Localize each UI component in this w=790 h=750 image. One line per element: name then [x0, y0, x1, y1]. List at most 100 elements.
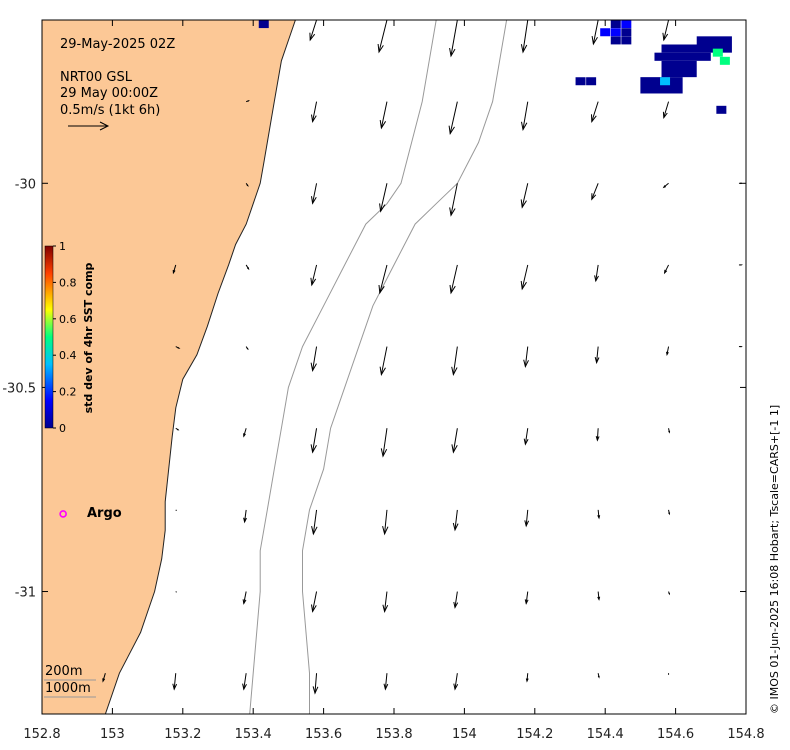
sst-cell — [621, 36, 632, 45]
scale-arrow-label: 0.5m/s (1kt 6h) — [60, 103, 160, 118]
x-tick-label: 153 — [100, 727, 125, 742]
sst-cell — [610, 36, 621, 45]
current-vector — [311, 591, 318, 613]
current-vector — [310, 428, 318, 454]
current-vector — [668, 509, 671, 516]
current-vector — [668, 428, 671, 434]
current-vector — [594, 346, 600, 365]
sst-cell — [610, 20, 621, 29]
current-vector — [245, 264, 250, 271]
isobath-200m-line — [249, 20, 437, 714]
current-vector — [175, 591, 177, 593]
land-mass — [42, 20, 296, 714]
current-vector — [449, 183, 458, 217]
current-vector — [309, 20, 318, 42]
current-vector — [378, 264, 388, 295]
x-tick-label: 154.8 — [727, 727, 764, 742]
current-vector — [311, 509, 318, 536]
current-vector — [175, 509, 177, 512]
sst-cell — [716, 105, 727, 114]
y-tick-label: -31 — [15, 586, 36, 601]
current-vector — [379, 346, 388, 377]
current-vector — [520, 20, 529, 54]
sst-cell — [586, 77, 597, 86]
current-vector — [662, 101, 670, 119]
current-vector — [594, 264, 599, 283]
current-vector — [453, 673, 459, 691]
current-time-label: 29 May 00:00Z — [60, 86, 158, 101]
sst-cell — [712, 48, 723, 57]
sst-cell — [258, 20, 269, 29]
current-vector — [666, 346, 670, 357]
current-vector — [591, 101, 599, 123]
colorbar-tick-label: 0.2 — [59, 386, 77, 399]
current-vector — [379, 183, 388, 213]
current-vector — [311, 183, 318, 205]
current-source-label: NRT00 GSL — [60, 70, 133, 85]
current-vector — [382, 591, 389, 613]
sst-stddev-layer — [258, 20, 732, 114]
current-vector — [523, 428, 529, 446]
isobath-1000m-line — [302, 20, 508, 714]
current-vector — [377, 20, 388, 54]
x-axis: 152.8 153 153.2 153.4 153.6 153.8 154 154.2 154.… — [23, 20, 765, 742]
current-vector — [172, 673, 178, 691]
colorbar-tick-label: 0.8 — [59, 276, 77, 289]
current-vector — [524, 591, 529, 605]
current-vector — [597, 591, 601, 601]
current-vector — [175, 346, 181, 349]
current-vector — [172, 264, 177, 275]
current-vector — [245, 183, 249, 187]
sst-cell — [575, 77, 586, 86]
x-tick-label: 153.2 — [164, 727, 201, 742]
current-vector — [520, 264, 529, 291]
current-vector — [242, 591, 247, 605]
current-vector — [591, 183, 599, 201]
current-vector-layer — [102, 20, 744, 695]
depth-label-200m: 200m — [45, 664, 82, 679]
sst-block — [661, 44, 732, 53]
current-vector — [382, 509, 389, 536]
y-tick-label: -30.5 — [2, 381, 36, 396]
current-vector — [453, 591, 459, 609]
colorbar: 0 0.2 0.4 0.6 0.8 1 std dev of 4hr SST comp — [44, 240, 95, 435]
current-vector — [738, 264, 744, 266]
current-vector — [451, 346, 458, 377]
current-vector — [380, 428, 388, 458]
current-vector — [668, 591, 670, 596]
colorbar-tick-label: 0.4 — [59, 349, 77, 362]
current-vector — [597, 673, 600, 679]
sst-cell — [621, 28, 632, 37]
sst-cell — [600, 28, 611, 37]
current-vector — [524, 509, 530, 528]
argo-float-marker[interactable] — [59, 510, 67, 518]
current-vector — [243, 428, 247, 438]
current-vector — [662, 20, 670, 42]
current-vector — [738, 20, 739, 21]
current-vector — [383, 673, 389, 691]
colorbar-tick-label: 0 — [59, 422, 66, 435]
current-vector — [521, 101, 529, 132]
current-vector — [245, 346, 249, 351]
current-vector — [449, 264, 458, 295]
credit-text: © IMOS 01-Jun-2025 16:08 Hobart; Tscale=… — [768, 405, 781, 714]
depth-label-1000m: 1000m — [45, 681, 91, 696]
current-vector — [663, 264, 670, 275]
current-vector — [452, 509, 459, 532]
current-vector — [310, 264, 318, 287]
current-vector — [738, 345, 743, 348]
colorbar-tick-label: 0.6 — [59, 313, 77, 326]
current-vector — [597, 509, 601, 520]
sst-block — [640, 77, 683, 94]
x-tick-label: 154 — [452, 727, 477, 742]
current-vector — [242, 673, 247, 691]
sst-block — [661, 60, 697, 78]
sst-cell — [621, 20, 632, 29]
x-tick-label: 154.4 — [587, 727, 624, 742]
x-tick-label: 153.6 — [305, 727, 342, 742]
current-vector — [449, 20, 458, 58]
sst-cell — [660, 77, 671, 86]
sst-block — [696, 36, 732, 45]
x-tick-label: 153.8 — [375, 727, 412, 742]
